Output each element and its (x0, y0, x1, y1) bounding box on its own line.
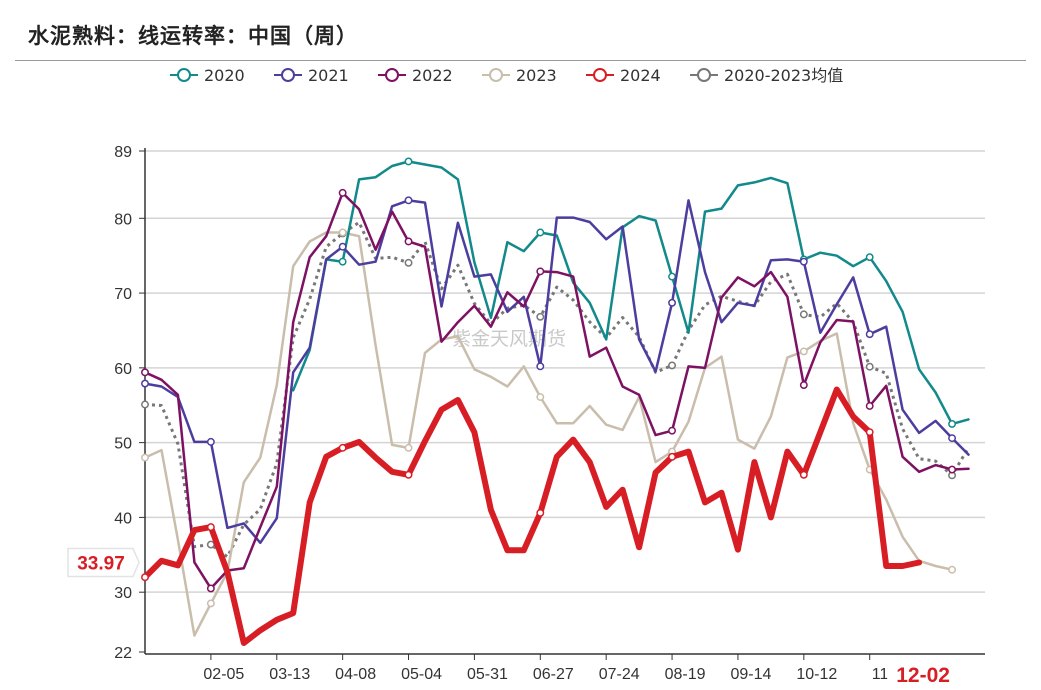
x-tick-label: 02-05 (203, 666, 244, 683)
data-point-2020 (948, 419, 957, 428)
data-point-2022 (206, 584, 215, 593)
data-point-2022 (536, 267, 545, 276)
data-point-2023 (948, 565, 957, 574)
data-point-2021 (536, 362, 545, 371)
y-tick-label: 40 (114, 510, 132, 527)
y-tick-label: 30 (114, 585, 132, 602)
y-tick-label: 89 (114, 144, 132, 161)
data-point-2023 (799, 347, 808, 356)
legend-label: 2021 (308, 66, 349, 85)
legend-item-2020-2023均值[interactable]: 2020-2023均值 (690, 66, 843, 85)
legend-item-2020[interactable]: 2020 (170, 66, 245, 85)
data-point-2021 (141, 379, 149, 388)
data-point-2021 (799, 257, 808, 266)
data-point-2020 (404, 157, 413, 166)
series-line-2022 (143, 191, 970, 590)
x-tick-label: 04-08 (335, 666, 376, 683)
data-point-2024 (536, 508, 545, 517)
x-tick-label: 08-19 (665, 666, 706, 683)
legend-item-2024[interactable]: 2024 (586, 66, 661, 85)
series-line-2021 (143, 199, 970, 545)
title-divider (15, 60, 1026, 61)
data-point-2024 (865, 428, 874, 437)
data-point-2022 (668, 426, 677, 435)
data-point-2020 (536, 228, 545, 237)
data-point-2021 (404, 196, 413, 205)
legend-circle-icon (281, 68, 295, 82)
data-point-2020-2023均值 (536, 312, 545, 321)
series-line-2020-2023均值 (144, 220, 970, 559)
y-tick-label: 22 (114, 645, 132, 662)
legend-item-2021[interactable]: 2021 (274, 66, 349, 85)
data-point-2024 (338, 443, 347, 452)
data-point-2020-2023均值 (141, 400, 149, 409)
series-line-2023 (143, 231, 954, 637)
x-tick-label: 09-14 (730, 666, 771, 683)
data-point-2021 (338, 242, 347, 251)
legend-circle-icon (697, 68, 711, 82)
data-point-2024 (404, 470, 413, 479)
data-point-2024 (206, 523, 215, 532)
data-point-2020 (865, 253, 874, 262)
y-tick-label: 50 (114, 436, 132, 453)
legend-label: 2023 (516, 66, 557, 85)
data-point-2023 (141, 453, 149, 462)
data-point-2021 (865, 330, 874, 339)
data-point-2024 (141, 573, 149, 582)
legend-circle-icon (593, 68, 607, 82)
chart-title: 水泥熟料：线运转率：中国（周） (28, 24, 358, 48)
data-point-2020-2023均值 (404, 258, 413, 267)
data-point-2022 (338, 188, 347, 197)
data-point-2020 (338, 257, 347, 266)
y-tick-label: 70 (114, 286, 132, 303)
data-point-2022 (799, 381, 808, 389)
x-highlight-label: 12-02 (896, 664, 950, 687)
data-point-2021 (206, 437, 215, 446)
data-point-2020-2023均值 (865, 362, 874, 371)
x-tick-label: 10-12 (796, 666, 837, 683)
x-tick-label: 06-27 (533, 666, 574, 683)
data-point-2022 (141, 368, 149, 377)
data-point-2023 (536, 393, 545, 401)
data-point-2024 (799, 470, 808, 479)
data-point-2022 (865, 402, 874, 410)
data-point-2023 (404, 443, 413, 452)
data-point-2020-2023均值 (668, 361, 677, 370)
data-point-2020-2023均值 (799, 310, 808, 319)
data-point-2020 (668, 272, 677, 281)
series-line-2024 (142, 386, 923, 646)
legend-label: 2020-2023均值 (724, 66, 843, 85)
legend-label: 2024 (620, 66, 661, 85)
y-tick-label: 60 (114, 361, 132, 378)
x-tick-label: 05-31 (467, 666, 508, 683)
x-tick-label: 07-24 (599, 666, 640, 683)
data-point-2022 (404, 237, 413, 246)
x-tick-label: 05-04 (401, 666, 442, 683)
data-point-2020-2023均值 (206, 540, 215, 549)
watermark: 紫金天风期货 (452, 328, 566, 350)
legend-item-2023[interactable]: 2023 (482, 66, 557, 85)
x-highlight-bg (887, 658, 960, 688)
data-point-2021 (948, 434, 957, 443)
y-tick-label: 80 (114, 211, 132, 228)
legend-circle-icon (177, 68, 191, 82)
y-value-badge-label: 33.97 (77, 553, 125, 574)
legend-circle-icon (489, 68, 503, 82)
legend-item-2022[interactable]: 2022 (378, 66, 453, 85)
y-value-badge (67, 547, 140, 578)
data-point-2023 (338, 228, 347, 237)
x-tick-label: 03-13 (269, 666, 310, 683)
legend-label: 2020 (204, 66, 245, 85)
legend-label: 2022 (412, 66, 453, 85)
legend-circle-icon (385, 68, 399, 82)
data-point-2022 (948, 465, 957, 474)
data-point-2021 (668, 298, 677, 307)
data-point-2024 (668, 452, 677, 461)
data-point-2023 (206, 599, 215, 608)
